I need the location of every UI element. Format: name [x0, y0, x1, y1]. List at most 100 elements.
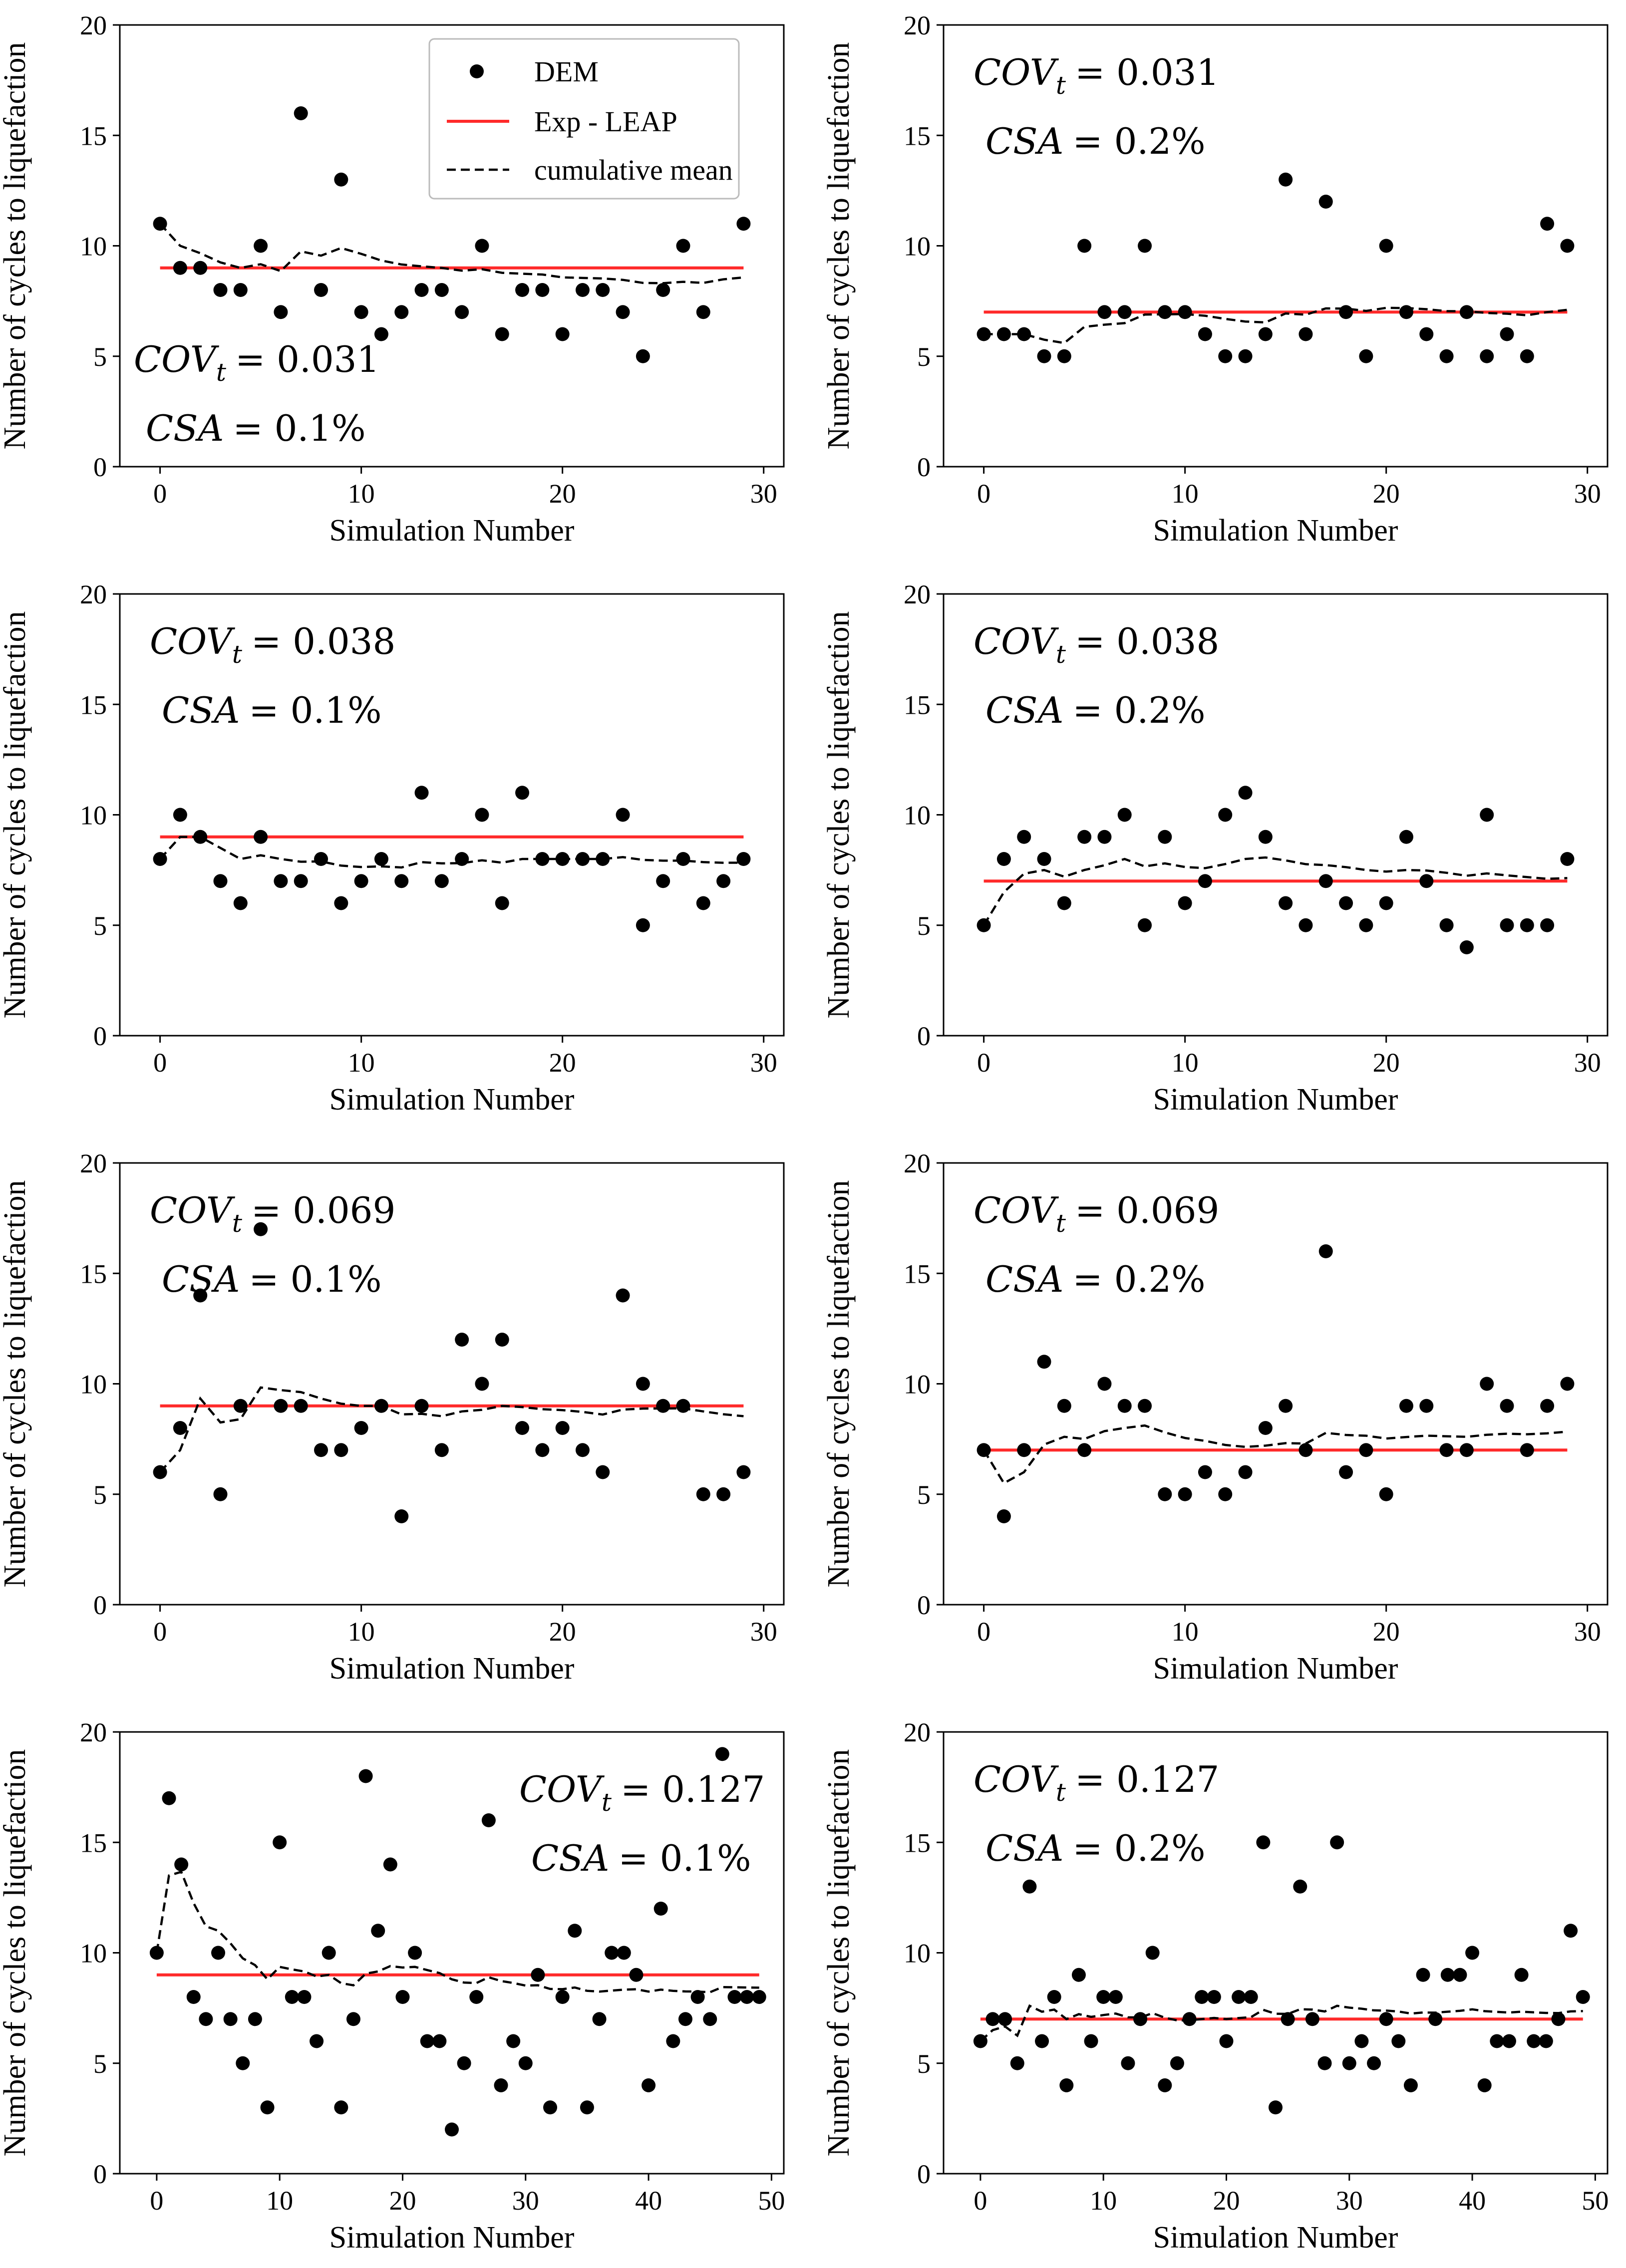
dem-point: [1459, 1443, 1474, 1457]
dem-point: [432, 2034, 447, 2048]
panel-p8: 0 10 20 30 40 50 0 5 10 15 20 Simulation Number Numb…: [822, 1717, 1609, 2255]
dem-point: [1258, 830, 1273, 844]
x-axis-label: Simulation Number: [329, 2221, 575, 2255]
dem-point: [1520, 349, 1534, 363]
dem-point: [1299, 327, 1313, 341]
dem-point: [1117, 808, 1132, 822]
dem-point: [260, 2100, 275, 2115]
dem-point: [174, 1857, 189, 1872]
dem-point: [236, 2056, 250, 2070]
cov-subscript: t: [602, 1788, 612, 1817]
dem-point: [1416, 1968, 1430, 1982]
x-tick-label: 0: [974, 2186, 987, 2216]
x-tick-label: 20: [549, 479, 576, 509]
y-tick-label: 15: [904, 690, 931, 720]
dem-point: [1097, 305, 1112, 319]
y-tick-label: 5: [93, 1480, 107, 1510]
dem-point: [394, 874, 409, 888]
dem-point: [555, 1421, 570, 1435]
dem-point: [636, 1377, 650, 1391]
dem-point: [696, 305, 710, 319]
dem-point: [314, 1443, 328, 1457]
dem-point: [1465, 1946, 1480, 1960]
dem-point: [149, 1946, 164, 1960]
dem-point: [1077, 239, 1092, 253]
dem-point: [1279, 896, 1293, 910]
dem-point: [322, 1946, 336, 1960]
dem-point: [752, 1990, 766, 2004]
x-tick-label: 20: [1213, 2186, 1240, 2216]
dem-point: [1281, 2012, 1295, 2026]
y-tick-label: 20: [904, 579, 931, 609]
dem-point: [617, 1946, 631, 1960]
dem-point: [1047, 1990, 1061, 2004]
x-tick-label: 20: [389, 2186, 416, 2216]
cov-symbol: COV: [134, 338, 220, 380]
csa-annotation: CSA = 0.2%: [985, 1258, 1206, 1300]
cumulative-mean-line: [979, 2004, 1583, 2042]
dem-point: [1057, 896, 1071, 910]
dem-point: [1560, 1377, 1575, 1391]
x-axis-label: Simulation Number: [329, 514, 575, 548]
x-axis-label: Simulation Number: [1153, 1083, 1398, 1117]
cov-value: = 0.031: [235, 338, 379, 380]
dem-point: [254, 1222, 268, 1236]
y-tick-label: 5: [93, 342, 107, 372]
panel-p1: 0 10 20 30 0 5 10 15 20 Simulation Number Number o…: [0, 10, 785, 548]
dem-point: [736, 1465, 751, 1479]
dem-point: [1218, 1487, 1233, 1501]
y-tick-label: 20: [80, 579, 107, 609]
dem-point: [1439, 918, 1454, 932]
dem-point: [1560, 852, 1575, 866]
legend: DEM Exp - LEAP cumulative mean: [428, 38, 740, 200]
dem-point: [394, 1509, 409, 1523]
dem-point: [1207, 1990, 1221, 2004]
dem-point: [1391, 2034, 1406, 2048]
dem-point: [475, 1377, 489, 1391]
dem-point: [1017, 327, 1031, 341]
cumulative-mean-line: [159, 1386, 744, 1473]
dem-point: [575, 852, 590, 866]
dem-point: [716, 874, 731, 888]
y-axis-label: Number of cycles to liquefaction: [822, 611, 856, 1018]
dem-point: [213, 1487, 228, 1501]
y-tick-label: 10: [904, 232, 931, 262]
panel-p3: 0 10 20 30 0 5 10 15 20 Simulation Number Number o…: [0, 579, 785, 1117]
y-tick-label: 15: [80, 690, 107, 720]
dem-point: [703, 2012, 717, 2026]
csa-symbol: CSA: [162, 689, 240, 731]
dem-point: [314, 283, 328, 297]
y-tick-label: 15: [904, 1259, 931, 1289]
csa-annotation: CSA = 0.2%: [985, 120, 1206, 162]
cov-subscript: t: [216, 358, 227, 387]
dem-point: [346, 2012, 360, 2026]
dem-point: [1576, 1990, 1590, 2004]
y-tick-label: 20: [80, 10, 107, 40]
dem-point: [1022, 1879, 1037, 1894]
dem-point: [555, 1990, 570, 2004]
dem-point: [1399, 305, 1413, 319]
dem-point: [1158, 305, 1172, 319]
dem-point: [248, 2012, 262, 2026]
dem-point: [998, 2012, 1012, 2026]
dem-point: [1117, 1399, 1132, 1413]
x-tick-label: 0: [153, 1048, 167, 1078]
dem-point: [531, 1968, 545, 1982]
x-tick-label: 10: [1172, 479, 1199, 509]
dem-point: [481, 1813, 496, 1827]
dem-point: [173, 1421, 187, 1435]
cov-annotation: COVt = 0.031: [974, 51, 1219, 100]
cov-subscript: t: [232, 1209, 243, 1238]
x-tick-label: 30: [750, 1048, 777, 1078]
dem-point: [1238, 786, 1253, 800]
y-tick-label: 5: [917, 2049, 931, 2079]
dem-point: [629, 1968, 644, 1982]
dem-point: [371, 1924, 385, 1938]
cov-subscript: t: [232, 640, 243, 669]
dem-point: [996, 1509, 1011, 1523]
dem-point: [223, 2012, 238, 2026]
cov-value: = 0.038: [1075, 620, 1219, 662]
x-tick-label: 20: [1373, 1617, 1400, 1647]
dem-point: [408, 1946, 422, 1960]
dem-point: [1439, 349, 1454, 363]
